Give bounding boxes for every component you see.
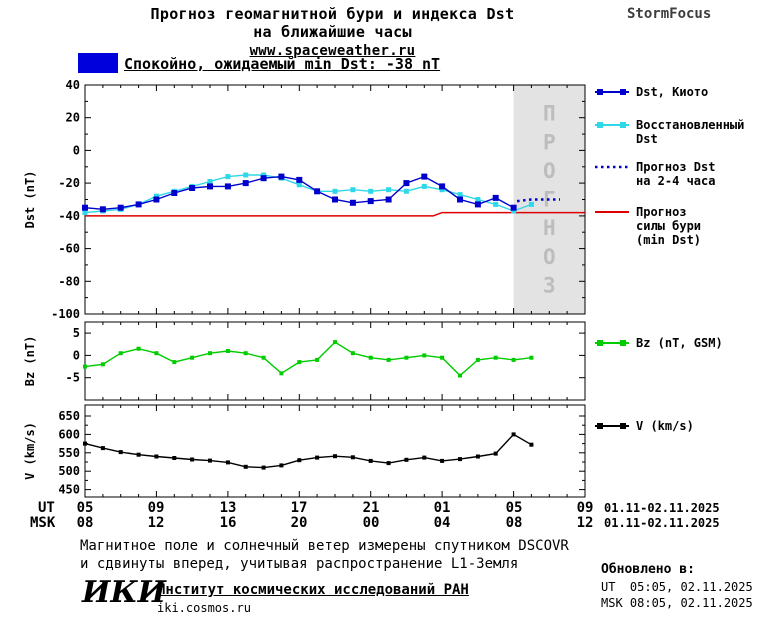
msk-tick: 12 (147, 515, 165, 531)
v-label: V (km/s) (636, 419, 694, 433)
footnote-line2: и сдвинуты вперед, учитывая распростране… (80, 556, 519, 572)
forecast-dst-swatch-icon (595, 165, 629, 169)
spaceweather-link[interactable]: www.spaceweather.ru (249, 43, 416, 59)
footnote-line1: Магнитное поле и солнечный ветер измерен… (80, 538, 569, 554)
forecast-dst-label-line2: на 2-4 часа (636, 174, 716, 188)
legend-dst-kyoto: Dst, Киото (594, 85, 708, 99)
storm-min-label-line1: Прогноз (636, 205, 687, 219)
svg-text:Н: Н (543, 216, 556, 240)
msk-tick: 08 (505, 515, 523, 531)
legend-restored-dst: Восстановленный Dst (594, 118, 744, 146)
iki-logo: ИКИ (82, 575, 166, 610)
forecast-dst-label-line1: Прогноз Dst (636, 160, 716, 174)
ut-tick: 01 (433, 500, 451, 516)
ut-tick: 13 (219, 500, 237, 516)
page-title: Прогноз геомагнитной бури и индекса Dst (150, 5, 515, 23)
bz-swatch-icon (595, 340, 629, 346)
svg-text:550: 550 (58, 446, 80, 460)
svg-text:Bz (nT): Bz (nT) (23, 336, 37, 387)
msk-tick: 12 (576, 515, 594, 531)
updated-msk: MSK 08:05, 02.11.2025 (601, 596, 753, 610)
bz-label: Bz (nT, GSM) (636, 336, 723, 350)
svg-text:-40: -40 (58, 209, 80, 223)
ut-tick: 09 (576, 500, 594, 516)
updated-label: Обновлено в: (601, 562, 695, 577)
svg-text:-100: -100 (51, 307, 80, 321)
status-color-swatch (78, 53, 118, 73)
svg-text:Р: Р (543, 130, 556, 154)
legend-v: V (km/s) (594, 419, 694, 433)
ut-date-range: 01.11-02.11.2025 (604, 501, 720, 515)
status-message: Спокойно, ожидаемый min Dst: -38 nT (124, 55, 441, 73)
ut-tick: 05 (505, 500, 523, 516)
msk-tick: 20 (290, 515, 308, 531)
legend-bz: Bz (nT, GSM) (594, 336, 723, 350)
msk-tick: 08 (76, 515, 94, 531)
msk-tick: 00 (362, 515, 380, 531)
ut-tick: 05 (76, 500, 94, 516)
msk-tick: 04 (433, 515, 451, 531)
v-swatch-icon (595, 423, 629, 429)
dst-kyoto-label: Dst, Киото (636, 85, 709, 99)
legend-storm-min: Прогноз силы бури (min Dst) (594, 205, 701, 247)
svg-text:V (km/s): V (km/s) (23, 422, 37, 480)
legend-forecast-dst: Прогноз Dst на 2-4 часа (594, 160, 715, 188)
svg-text:600: 600 (58, 427, 80, 441)
storm-min-label-line2: силы бури (636, 219, 702, 233)
svg-text:0: 0 (73, 348, 80, 362)
svg-text:-5: -5 (66, 371, 80, 385)
svg-text:З: З (543, 273, 556, 297)
svg-text:650: 650 (58, 409, 80, 423)
svg-text:500: 500 (58, 464, 80, 478)
site-link-row: www.spaceweather.ru (80, 41, 585, 59)
bz-chart: 5 0 -5 Bz (nT) (23, 321, 586, 401)
svg-text:П: П (543, 102, 556, 126)
page-subtitle: на ближайшие часы (253, 23, 412, 41)
ut-tick: 09 (147, 500, 165, 516)
svg-text:450: 450 (58, 483, 80, 497)
dst-kyoto-swatch-icon (595, 89, 629, 95)
svg-text:20: 20 (66, 111, 80, 125)
svg-text:-60: -60 (58, 242, 80, 256)
storm-min-label-line3: (min Dst) (636, 233, 702, 247)
svg-text:Dst (nT): Dst (nT) (23, 171, 37, 229)
svg-text:5: 5 (73, 326, 80, 340)
storm-min-swatch-icon (595, 211, 629, 213)
restored-dst-swatch-icon (595, 122, 629, 128)
svg-text:40: 40 (66, 78, 80, 92)
svg-text:О: О (543, 245, 556, 269)
svg-text:-80: -80 (58, 274, 80, 288)
brand-stormfocus: StormFocus (627, 6, 712, 22)
svg-text:О: О (543, 159, 556, 183)
ut-tick: 17 (290, 500, 308, 516)
institute-link[interactable]: Институт космических исследований РАН (157, 582, 469, 598)
msk-axis-label: MSK (30, 515, 56, 531)
svg-text:-20: -20 (58, 176, 80, 190)
restored-dst-label-line2: Dst (636, 132, 658, 146)
updated-ut: UT 05:05, 02.11.2025 (601, 580, 753, 594)
v-chart: 650 600 550 500 450 V (km/s) (23, 404, 586, 498)
ut-tick: 21 (362, 500, 380, 516)
msk-date-range: 01.11-02.11.2025 (604, 516, 720, 530)
ut-axis-label: UT (38, 500, 55, 516)
msk-tick: 16 (219, 515, 237, 531)
svg-text:0: 0 (73, 143, 80, 157)
restored-dst-label-line1: Восстановленный (636, 118, 745, 132)
iki-site-link[interactable]: iki.cosmos.ru (157, 601, 251, 615)
